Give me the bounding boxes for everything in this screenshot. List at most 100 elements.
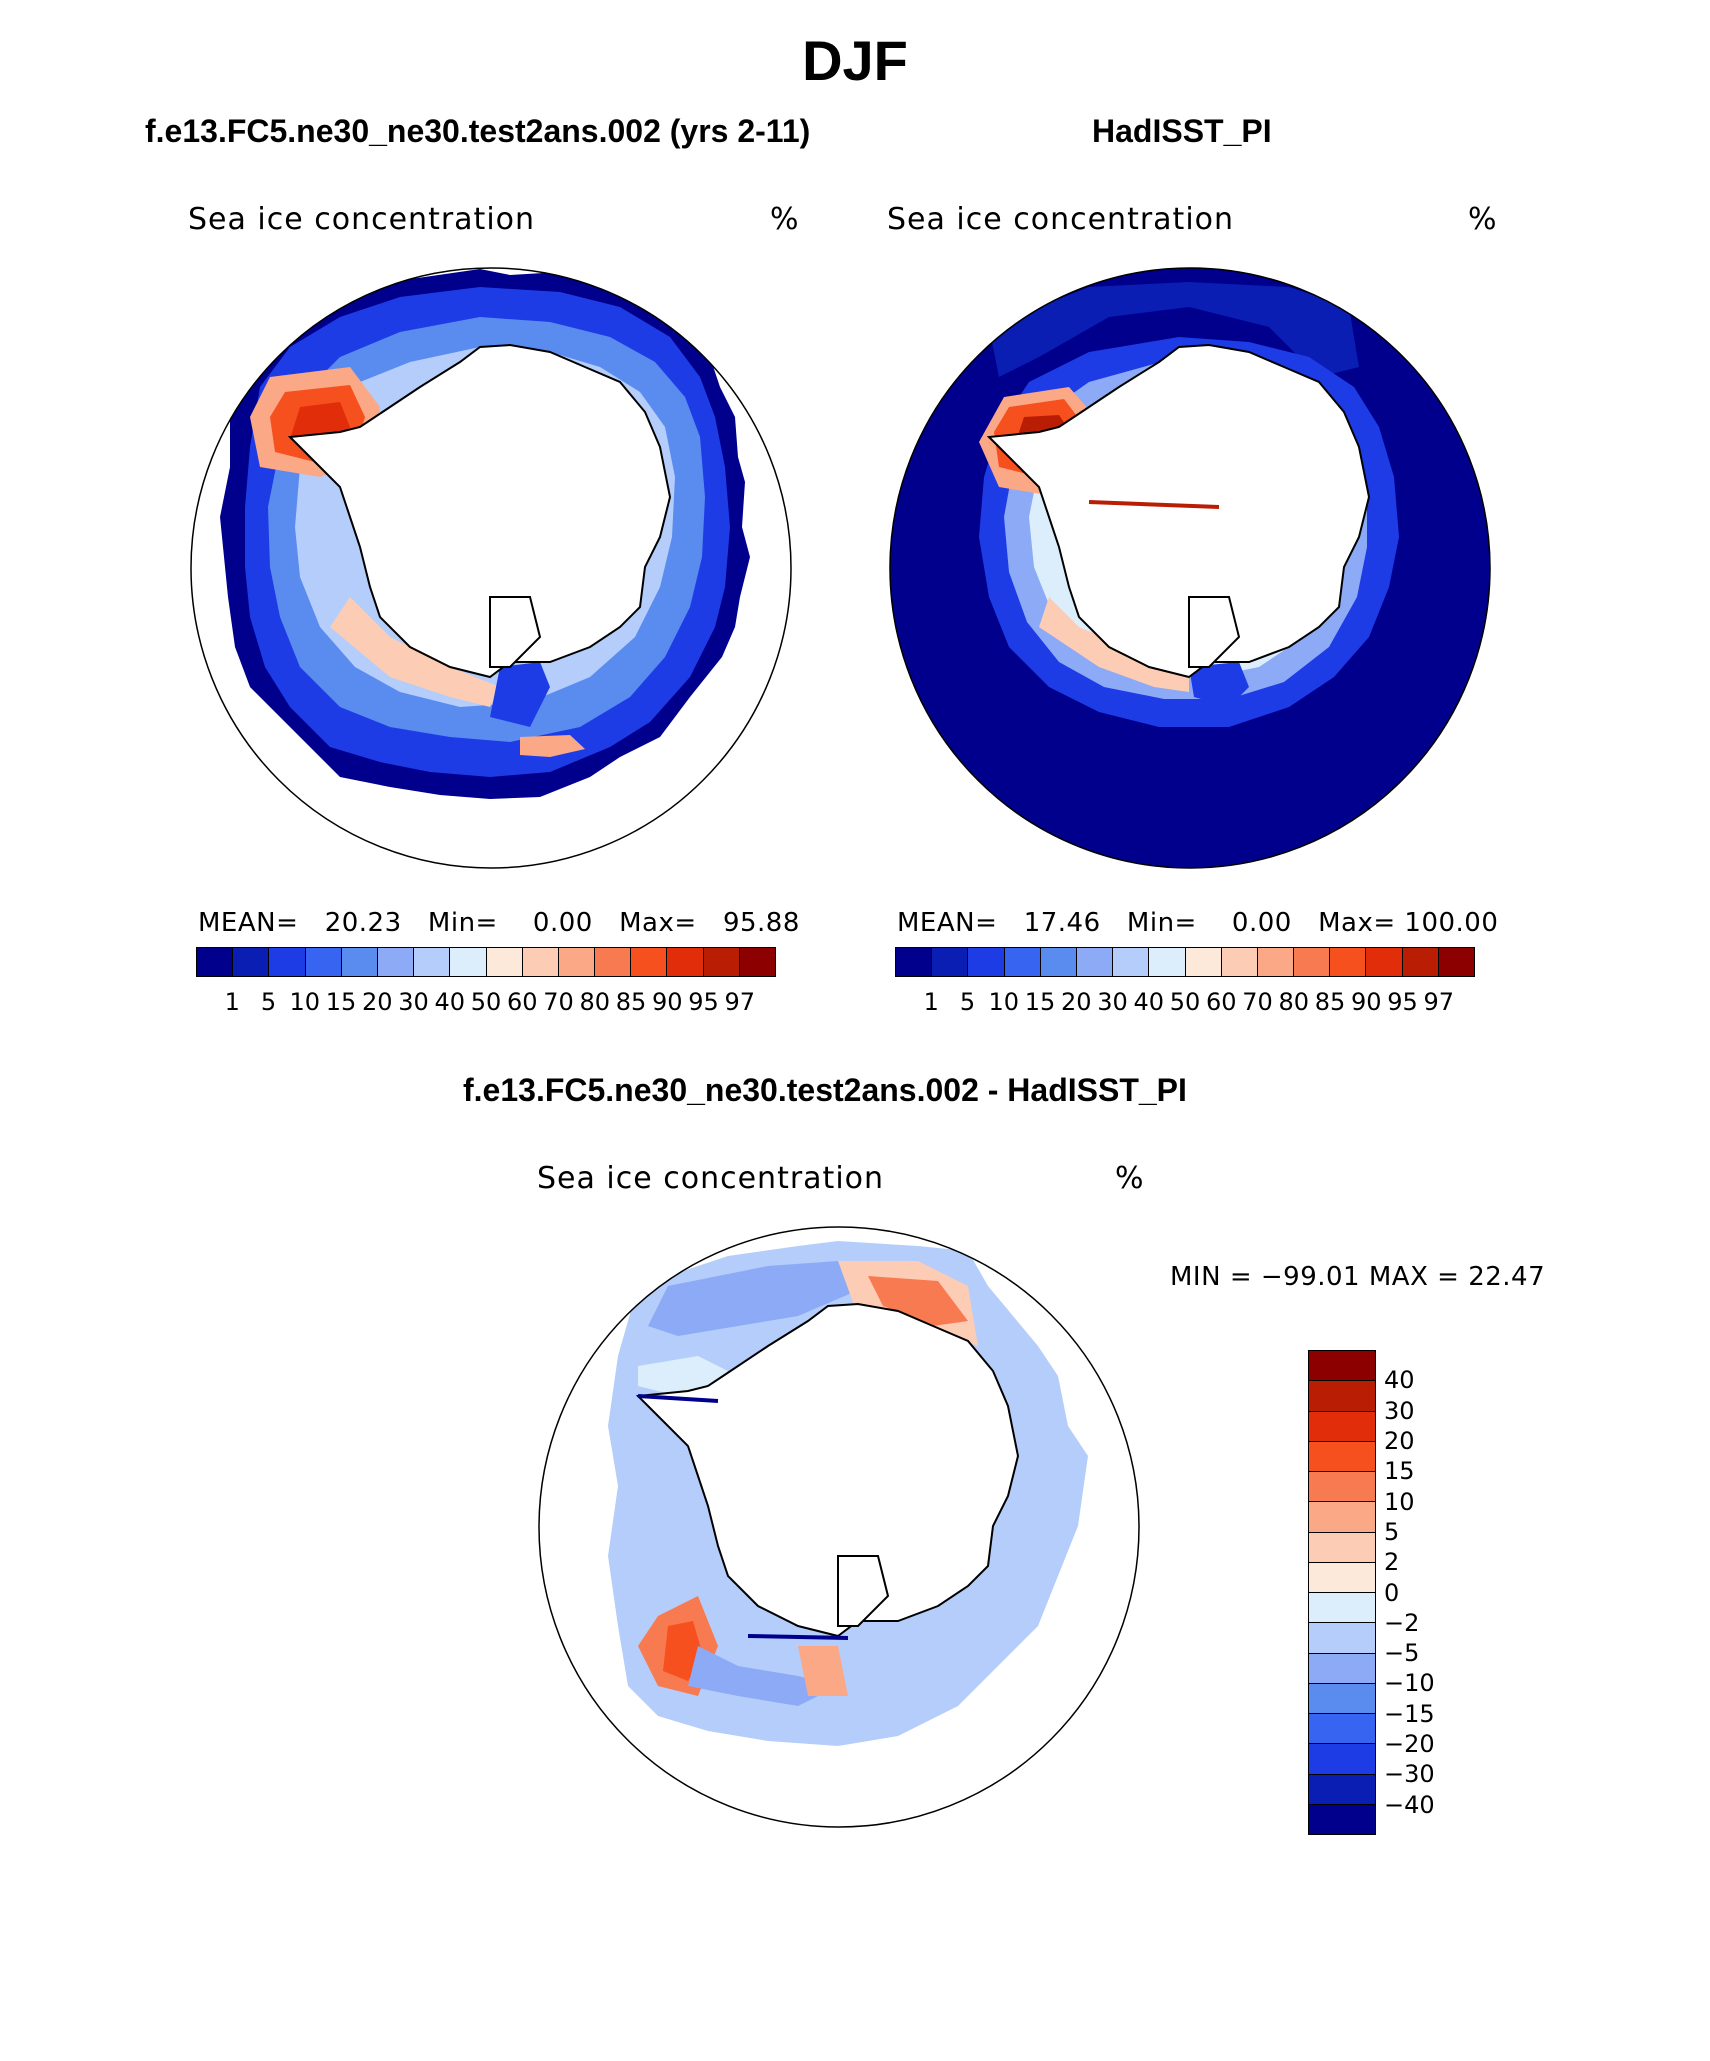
colorbar-swatch [233, 948, 270, 976]
stats-model: MEAN= 20.23 Min= 0.00 Max= 95.88 [198, 908, 800, 938]
colorbar-tick-label: 30 [1097, 988, 1128, 1016]
colorbar-tick-label: 95 [1387, 988, 1418, 1016]
map-model [190, 267, 792, 869]
colorbar-tick-label: 80 [1278, 988, 1310, 1016]
colorbar-swatch [1076, 948, 1114, 976]
units-label-diff: % [1115, 1161, 1145, 1196]
colorbar-swatch [305, 948, 342, 976]
colorbar-swatch [341, 948, 378, 976]
colorbar-tick-label: 30 [398, 988, 429, 1016]
colorbar-swatch [377, 948, 415, 976]
colorbar-swatch [1330, 948, 1367, 976]
colorbar-ticks-diff: 40 30 20 15 10 5 2 0 −2 −5 −10 −15 −20 −30 −40 [1384, 1350, 1484, 1835]
panel-title-model: f.e13.FC5.ne30_ne30.test2ans.002 (yrs 2-… [145, 113, 811, 149]
colorbar-swatch [932, 948, 969, 976]
colorbar-swatch [1309, 1653, 1375, 1684]
colorbar-tick-label: 97 [724, 988, 756, 1016]
colorbar-swatch [703, 948, 740, 976]
colorbar-tick-label: 95 [688, 988, 719, 1016]
stats-diff: MIN = −99.01 MAX = 22.47 [1170, 1262, 1546, 1292]
colorbar-swatch [1221, 948, 1258, 976]
colorbar-obs [895, 947, 1475, 977]
colorbar-swatch [1309, 1532, 1375, 1563]
colorbar-swatch [595, 948, 632, 976]
colorbar-tick-label: 1 [923, 988, 939, 1016]
colorbar-tick-label: 20 [1384, 1426, 1415, 1455]
colorbar-swatch [486, 948, 523, 976]
colorbar-tick-label: −2 [1384, 1608, 1420, 1637]
colorbar-tick-label: 1 [224, 988, 240, 1016]
colorbar-swatch [1309, 1593, 1375, 1624]
colorbar-tick-label: 50 [1169, 988, 1201, 1016]
colorbar-tick-label: 70 [1242, 988, 1273, 1016]
colorbar-tick-label: −15 [1384, 1699, 1435, 1728]
variable-label-diff: Sea ice concentration [537, 1161, 885, 1196]
colorbar-swatch [1309, 1441, 1375, 1472]
colorbar-tick-label: −10 [1384, 1669, 1435, 1698]
colorbar-tick-label: 80 [579, 988, 611, 1016]
colorbar-tick-label: 15 [325, 988, 357, 1016]
colorbar-tick-label: 97 [1423, 988, 1455, 1016]
colorbar-swatch [1309, 1714, 1375, 1745]
colorbar-tick-label: 0 [1384, 1578, 1400, 1607]
colorbar-swatch [1004, 948, 1041, 976]
colorbar-swatch [1309, 1623, 1375, 1654]
colorbar-tick-label: 20 [361, 988, 393, 1016]
colorbar-swatch [1185, 948, 1222, 976]
colorbar-swatch [1309, 1381, 1375, 1412]
colorbar-tick-label: 5 [959, 988, 976, 1016]
colorbar-swatch [414, 948, 451, 976]
colorbar-tick-label: 15 [1384, 1457, 1415, 1486]
colorbar-swatch [631, 948, 668, 976]
colorbar-swatch [522, 948, 559, 976]
colorbar-swatch [1257, 948, 1295, 976]
colorbar-swatch [558, 948, 596, 976]
colorbar-tick-label: 60 [506, 988, 538, 1016]
colorbar-tick-label: 90 [1350, 988, 1382, 1016]
colorbar-tick-label: 20 [1060, 988, 1092, 1016]
colorbar-swatch [1366, 948, 1403, 976]
colorbar-swatch [739, 948, 775, 976]
units-label-model: % [770, 202, 800, 237]
colorbar-tick-label: 2 [1384, 1548, 1400, 1577]
colorbar-tick-label: 5 [1384, 1517, 1400, 1546]
colorbar-swatch [1309, 1351, 1375, 1382]
colorbar-swatch [1309, 1744, 1375, 1775]
colorbar-swatch [269, 948, 306, 976]
colorbar-swatch [1402, 948, 1439, 976]
colorbar-diff [1308, 1350, 1376, 1835]
colorbar-tick-label: 10 [1384, 1487, 1415, 1516]
colorbar-tick-label: 10 [289, 988, 321, 1016]
colorbar-swatch [1309, 1774, 1375, 1805]
panel-title-obs: HadISST_PI [1092, 113, 1272, 149]
stats-obs: MEAN= 17.46 Min= 0.00 Max= 100.00 [897, 908, 1499, 938]
panel-title-diff: f.e13.FC5.ne30_ne30.test2ans.002 - HadIS… [463, 1072, 1187, 1108]
variable-label-obs: Sea ice concentration [887, 202, 1235, 237]
colorbar-swatch [450, 948, 487, 976]
colorbar-tick-label: 30 [1384, 1396, 1415, 1425]
colorbar-swatch [1309, 1804, 1375, 1834]
colorbar-tick-label: −30 [1384, 1760, 1435, 1789]
colorbar-swatch [1040, 948, 1077, 976]
colorbar-tick-label: −20 [1384, 1730, 1435, 1759]
colorbar-tick-label: 15 [1024, 988, 1056, 1016]
colorbar-tick-label: 90 [651, 988, 683, 1016]
colorbar-model [196, 947, 776, 977]
colorbar-tick-label: 60 [1205, 988, 1237, 1016]
ice-field-model [220, 269, 750, 799]
colorbar-tick-label: −40 [1384, 1790, 1435, 1819]
colorbar-swatch [1113, 948, 1150, 976]
colorbar-swatch [1309, 1562, 1375, 1593]
colorbar-tick-label: 70 [543, 988, 574, 1016]
colorbar-tick-label: −5 [1384, 1639, 1420, 1668]
colorbar-tick-label: 10 [988, 988, 1020, 1016]
colorbar-tick-label: 85 [615, 988, 647, 1016]
ice-field-obs [890, 268, 1490, 868]
colorbar-tick-label: 40 [1384, 1366, 1415, 1395]
colorbar-swatch [896, 948, 933, 976]
map-diff [538, 1226, 1140, 1828]
diff-field [608, 1241, 1088, 1746]
colorbar-swatch [667, 948, 704, 976]
colorbar-swatch [1294, 948, 1331, 976]
colorbar-swatch [1309, 1411, 1375, 1442]
